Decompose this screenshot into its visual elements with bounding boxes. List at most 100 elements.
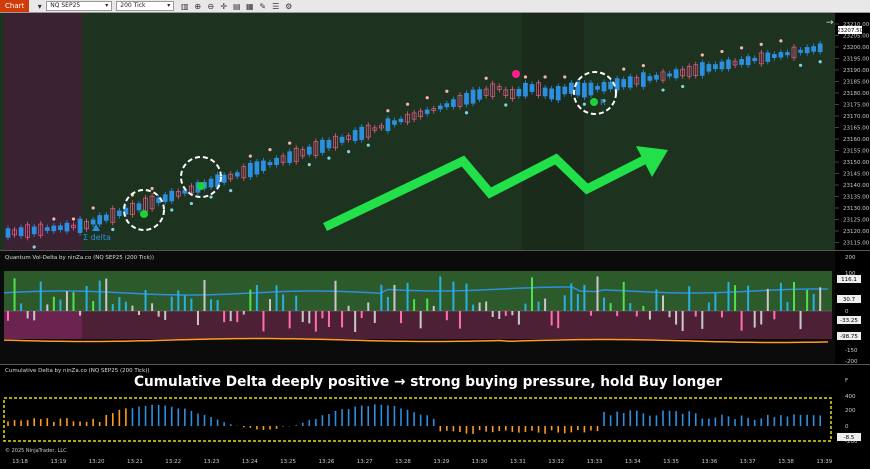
vol-bar [466, 284, 468, 311]
vol-bar [413, 299, 415, 311]
price-axis-label: 23205.00 [843, 34, 870, 40]
candle-body [543, 88, 547, 96]
vol-bar [341, 311, 343, 327]
vol-bar [112, 304, 114, 311]
signal-dot [760, 43, 763, 46]
vol-bar [249, 290, 251, 311]
chart-tab[interactable]: Chart [0, 0, 29, 12]
scroll-right-icon[interactable]: → [826, 18, 834, 28]
cum-bar [315, 419, 317, 426]
price-axis-label: 23180.00 [843, 91, 870, 97]
vol-bar [498, 311, 500, 319]
vol-bar [210, 299, 212, 311]
vol-bar [282, 294, 284, 311]
candle-body [550, 89, 554, 99]
vol-bar [472, 305, 474, 311]
vol-bar [649, 311, 651, 320]
cum-bar [440, 426, 442, 431]
time-axis-label: 13:33 [587, 459, 603, 465]
bar-style-icon[interactable]: ▥ [180, 2, 189, 11]
price-axis-label: 23140.00 [843, 183, 870, 189]
candle-body [596, 86, 600, 89]
draw-icon[interactable]: ✎ [258, 2, 267, 11]
cum-bar [138, 407, 140, 426]
vol-bar [73, 292, 75, 311]
vol-bar [433, 306, 435, 311]
dropdown-icon[interactable]: ▾ [35, 2, 44, 11]
vol-panel-title: Quantum Vol-Delta by ninZa.co (NQ SEP25 … [5, 255, 154, 261]
vol-bar [197, 311, 199, 325]
candle-body [727, 60, 731, 69]
candle-body [641, 73, 645, 87]
candle-body [478, 90, 482, 100]
period-selector[interactable]: 200 Tick▾ [116, 1, 174, 11]
vol-bar [158, 311, 160, 317]
price-axis-label: 23185.00 [843, 80, 870, 86]
vol-bar [741, 311, 743, 331]
vol-bar [426, 299, 428, 311]
time-axis-label: 13:23 [204, 459, 220, 465]
vol-bar [393, 285, 395, 311]
vol-bar [27, 311, 29, 318]
cumulative-delta-panel[interactable]: Cumulative Delta by ninZa.co (NQ SEP25 (… [0, 365, 835, 455]
instrument-selector[interactable]: NQ SEP25▾ [46, 1, 112, 11]
copyright: © 2025 NinjaTrader, LLC [5, 447, 67, 454]
cum-bar [112, 413, 114, 426]
vol-delta-panel[interactable]: Quantum Vol-Delta by ninZa.co (NQ SEP25 … [0, 251, 835, 364]
signal-dot [445, 90, 448, 93]
cum-bar [590, 426, 592, 431]
cum-bar [603, 412, 605, 426]
indicators-icon[interactable]: ▤ [232, 2, 241, 11]
vol-bar [164, 311, 166, 320]
candle-body [327, 140, 331, 148]
price-axis-label: 23175.00 [843, 103, 870, 109]
cum-bar [688, 411, 690, 426]
chevron-down-icon: ▾ [105, 2, 108, 10]
time-axis-label: 13:25 [280, 459, 296, 465]
candle-body [746, 57, 750, 65]
vol-bar [505, 311, 507, 316]
vol-bar [276, 285, 278, 311]
cum-bar [459, 426, 461, 432]
vol-bar [177, 291, 179, 311]
properties-icon[interactable]: ☰ [271, 2, 280, 11]
vol-bar [125, 302, 127, 311]
cum-bar [512, 426, 514, 432]
crosshair-icon[interactable]: ✛ [219, 2, 228, 11]
candle-body [268, 162, 272, 164]
vol-bar [446, 311, 448, 320]
cum-bar [230, 424, 232, 426]
cum-bar [708, 419, 710, 426]
cum-bar [374, 404, 376, 426]
current-price-tag: 23207.50 [837, 26, 864, 34]
signal-dot [465, 111, 468, 114]
candle-body [170, 191, 174, 201]
vol-bar [190, 298, 192, 311]
strategy-icon[interactable]: ⚙ [284, 2, 293, 11]
time-axis-label: 13:39 [816, 459, 832, 465]
cum-bar [223, 422, 225, 426]
cum-bar [420, 415, 422, 426]
vol-bar [636, 311, 638, 316]
signal-dot [190, 202, 193, 205]
cum-bar [492, 426, 494, 432]
vol-bar [217, 300, 219, 311]
zoom-in-icon[interactable]: ⊕ [193, 2, 202, 11]
signal-dot [406, 103, 409, 106]
vol-bar [420, 311, 422, 328]
cum-bar [715, 417, 717, 426]
cum-bar [60, 419, 62, 426]
bearish-zone [4, 13, 82, 250]
candle-body [615, 79, 619, 90]
vol-bar [806, 290, 808, 311]
cum-bar [256, 426, 258, 429]
strategies-icon[interactable]: ▦ [245, 2, 254, 11]
vol-bar [92, 301, 94, 311]
zoom-out-icon[interactable]: ⊖ [206, 2, 215, 11]
candle-body [353, 130, 357, 140]
candle-body [471, 90, 475, 103]
cum-bar [656, 415, 658, 426]
vol-bar [734, 285, 736, 311]
price-panel[interactable]: Σ delta R [0, 13, 839, 250]
